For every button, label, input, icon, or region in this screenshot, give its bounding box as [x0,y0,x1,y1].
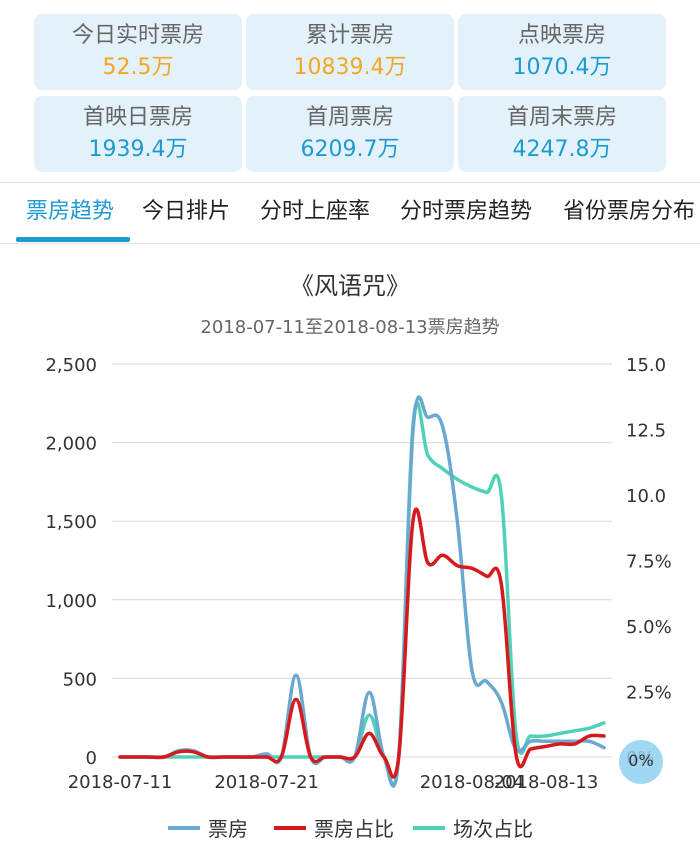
stat-label: 点映票房 [517,23,606,48]
tab-hourly-box-office[interactable]: 分时票房趋势 [400,199,533,224]
y-right-tick-label: 15.0 [626,355,666,376]
series-line-box-office [118,395,606,788]
tab-hourly-occupancy[interactable]: 分时上座率 [260,199,371,224]
legend-label: 场次占比 [453,817,533,841]
stat-card-preview[interactable]: 点映票房 1070.4万 [458,14,666,90]
tab-box-office-trend[interactable]: 票房趋势 [26,199,115,224]
y-right-tick-label: 7.5% [626,552,672,573]
stat-label: 今日实时票房 [71,23,204,48]
y-left-tick-label: 2,000 [45,434,97,455]
y-left-tick-label: 1,000 [45,591,97,612]
stat-card-opening-day[interactable]: 首映日票房 1939.4万 [34,96,242,172]
legend-label: 票房占比 [314,817,394,841]
tab-bar: 票房趋势 今日排片 分时上座率 分时票房趋势 省份票房分布 [0,182,700,244]
x-tick-label: 2018-08-13 [494,772,599,793]
zoom-badge-label: 0% [628,751,653,770]
stat-value: 52.5万 [102,55,174,80]
stat-value: 4247.8万 [512,137,612,162]
stat-value: 10839.4万 [293,55,407,80]
stat-label: 首周末票房 [506,105,617,130]
tab-province-distribution[interactable]: 省份票房分布 [563,199,696,224]
y-right-tick-label: 2.5% [626,683,672,704]
stat-label: 累计票房 [305,23,394,48]
y-right-tick-label: 10.0 [626,486,666,507]
stat-value: 1070.4万 [512,55,612,80]
box-office-chart: 《风语咒》 2018-07-11至2018-08-13票房趋势 0 500 1,000 1… [45,272,672,841]
y-left-tick-label: 0 [86,748,97,769]
series-line-box-office-share [118,507,606,779]
x-tick-label: 2018-08-04 [420,772,525,793]
stat-value: 6209.7万 [300,137,400,162]
x-tick-label: 2018-07-21 [214,772,319,793]
stat-label: 首映日票房 [82,105,193,130]
y-left-tick-label: 2,500 [45,355,97,376]
tab-today-schedule[interactable]: 今日排片 [142,199,231,224]
zoom-badge [619,740,663,784]
stat-card-cumulative[interactable]: 累计票房 10839.4万 [246,14,454,90]
stats-grid: 今日实时票房 52.5万 累计票房 10839.4万 点映票房 1070.4万 … [0,0,700,180]
stat-label: 首周票房 [305,105,394,130]
chart-title: 《风语咒》 [290,272,410,300]
stat-card-realtime[interactable]: 今日实时票房 52.5万 [34,14,242,90]
stat-value: 1939.4万 [88,137,188,162]
legend-label: 票房 [208,817,248,841]
y-left-tick-label: 500 [63,669,97,690]
chart-subtitle: 2018-07-11至2018-08-13票房趋势 [200,317,499,338]
stat-card-first-week[interactable]: 首周票房 6209.7万 [246,96,454,172]
y-right-tick-label: 5.0% [626,617,672,638]
x-tick-label: 2018-07-11 [68,772,173,793]
y-right-tick-label: 12.5 [626,421,666,442]
stat-card-first-weekend[interactable]: 首周末票房 4247.8万 [458,96,666,172]
chart-container: 《风语咒》 2018-07-11至2018-08-13票房趋势 0 500 1,000 1… [0,246,700,857]
y-left-tick-label: 1,500 [45,512,97,533]
active-tab-indicator [16,237,130,242]
